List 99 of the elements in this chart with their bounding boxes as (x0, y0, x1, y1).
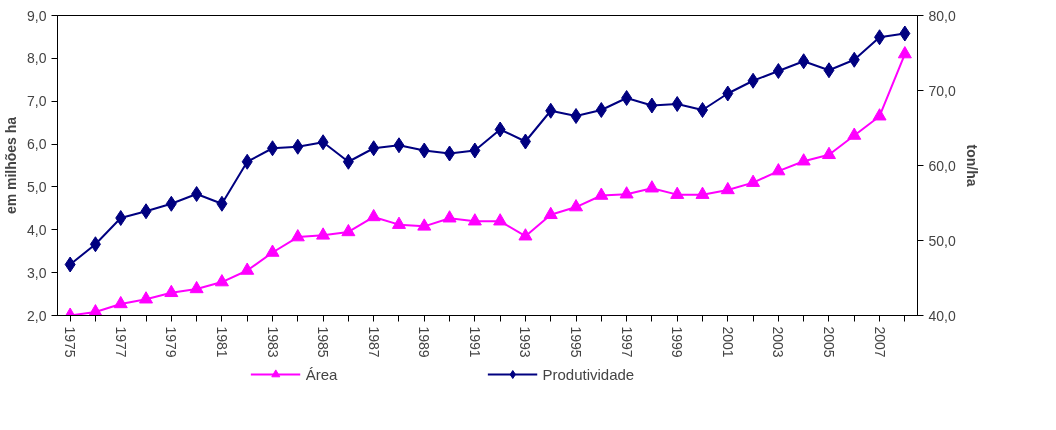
y2-tick-label: 50,0 (928, 232, 956, 249)
point (796, 153, 811, 166)
x-tick-label: 1995 (568, 326, 585, 358)
point (393, 137, 405, 154)
point (848, 51, 860, 68)
y-tick-label: 3,0 (27, 264, 47, 281)
point (899, 25, 911, 42)
x-tick-label: 1997 (618, 326, 635, 358)
point (670, 186, 685, 199)
y2-tick-label: 80,0 (928, 7, 956, 24)
point (772, 63, 784, 79)
y-tick-label: 2,0 (27, 307, 47, 324)
x-tick-label: 2005 (820, 326, 837, 358)
x-tick-label: 1983 (264, 326, 281, 358)
point (847, 127, 862, 140)
point (644, 180, 659, 193)
legend-label: Produtividade (542, 365, 635, 383)
legend-label: Área (305, 365, 338, 383)
y2-axis-title: ton/ha (963, 144, 980, 187)
y-axis-title: em milhões ha (3, 116, 20, 215)
point (189, 280, 204, 294)
y2-tick-label: 40,0 (928, 307, 956, 324)
point (368, 140, 380, 157)
y-tick-label: 7,0 (27, 93, 47, 110)
y-tick-label: 9,0 (27, 7, 47, 24)
point (292, 138, 304, 155)
point (646, 97, 658, 114)
point (341, 223, 356, 237)
x-tick-label: 2001 (719, 326, 736, 358)
point (595, 102, 607, 118)
point (671, 96, 683, 112)
point (265, 244, 280, 257)
point (442, 210, 457, 223)
point (722, 85, 734, 102)
x-tick-label: 1981 (213, 326, 230, 358)
point (494, 121, 506, 138)
point (771, 163, 786, 176)
x-tick-label: 1987 (365, 326, 382, 358)
y-tick-label: 4,0 (27, 221, 47, 238)
x-tick-label: 1977 (112, 326, 129, 358)
y-tick-label: 6,0 (27, 136, 47, 153)
x-tick-label: 1985 (315, 326, 332, 358)
point (115, 210, 127, 226)
point (140, 203, 152, 220)
point (191, 186, 203, 202)
x-tick-label: 2007 (871, 326, 888, 358)
point (519, 133, 531, 150)
point (89, 236, 101, 253)
point (316, 227, 331, 240)
point (366, 208, 381, 222)
point (594, 187, 609, 200)
point (897, 46, 912, 59)
point (467, 213, 482, 226)
y2-tick-label: 70,0 (928, 82, 956, 99)
point (518, 228, 533, 241)
x-tick-label: 2003 (770, 326, 787, 358)
point (545, 102, 557, 119)
point (418, 142, 430, 159)
point (621, 90, 633, 106)
x-tick-label: 1991 (466, 326, 483, 358)
point (391, 216, 406, 229)
point (821, 146, 836, 160)
point (165, 195, 177, 212)
point (317, 134, 329, 151)
point (872, 108, 887, 121)
point (342, 153, 354, 170)
y2-tick-label: 60,0 (928, 157, 956, 174)
point (417, 218, 432, 231)
point (164, 284, 179, 298)
point (64, 256, 76, 273)
point (823, 62, 835, 79)
x-tick-label: 1993 (517, 326, 534, 358)
point (240, 262, 255, 275)
point (746, 174, 761, 187)
point (216, 195, 228, 212)
point (290, 229, 305, 242)
point (113, 295, 128, 309)
point (570, 108, 582, 124)
point (241, 153, 253, 170)
x-tick-label: 1975 (62, 326, 79, 358)
point (493, 213, 508, 226)
y-tick-label: 5,0 (27, 178, 47, 195)
x-tick-label: 1979 (163, 326, 180, 358)
point (695, 186, 710, 199)
point (88, 304, 103, 316)
point (569, 199, 584, 212)
point (874, 29, 886, 46)
y-tick-label: 8,0 (27, 50, 47, 67)
x-tick-label: 1999 (669, 326, 686, 358)
point (720, 181, 735, 195)
point (619, 186, 634, 199)
point (444, 145, 456, 162)
point (214, 274, 229, 287)
x-tick-label: 1989 (416, 326, 433, 358)
point (747, 72, 759, 89)
point (139, 291, 154, 304)
point (543, 206, 558, 220)
point (798, 53, 810, 70)
point (469, 142, 481, 159)
